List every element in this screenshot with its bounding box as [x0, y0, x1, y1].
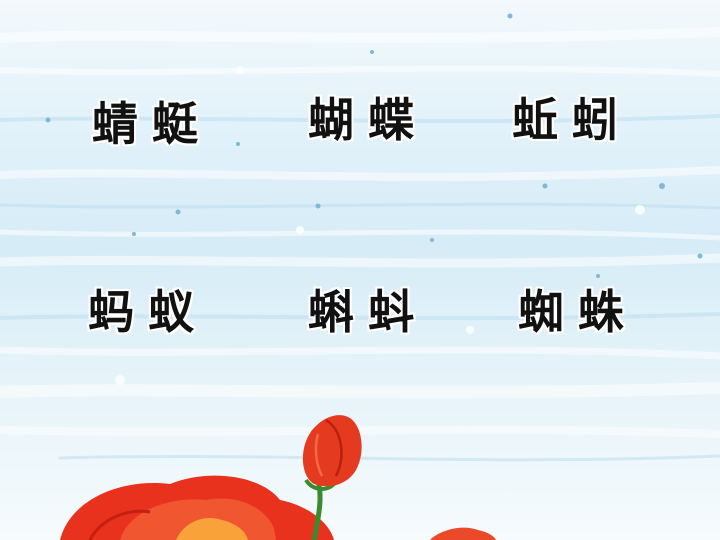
word-tadpole-char-1: 蝌 [308, 285, 356, 339]
brush-strokes [0, 27, 720, 438]
word-ant-char-1: 蚂 [88, 285, 136, 339]
sparkle-dots [45, 13, 703, 278]
word-dragonfly-char-1: 蜻 [92, 97, 140, 151]
word-spider-char-1: 蜘 [518, 285, 566, 339]
word-earthworm-char-1: 蚯 [512, 93, 560, 147]
word-butterfly-char-2: 蝶 [368, 93, 416, 147]
poppy-bud [302, 415, 362, 540]
word-dragonfly: 蜻蜓 [92, 96, 200, 152]
word-tadpole-char-2: 蚪 [368, 285, 416, 339]
word-butterfly-char-1: 蝴 [308, 93, 356, 147]
white-glints [115, 66, 645, 385]
word-ant: 蚂蚁 [88, 284, 196, 340]
poppy-flower-right [430, 527, 496, 540]
word-spider: 蜘蛛 [518, 284, 626, 340]
poppy-flower-left [60, 475, 334, 540]
word-earthworm-char-2: 蚓 [572, 93, 620, 147]
word-spider-char-2: 蛛 [578, 285, 626, 339]
word-earthworm: 蚯蚓 [512, 92, 620, 148]
light-blue-strokes [0, 114, 720, 462]
word-ant-char-2: 蚁 [148, 285, 196, 339]
word-dragonfly-char-2: 蜓 [152, 97, 200, 151]
word-tadpole: 蝌蚪 [308, 284, 416, 340]
word-butterfly: 蝴蝶 [308, 92, 416, 148]
